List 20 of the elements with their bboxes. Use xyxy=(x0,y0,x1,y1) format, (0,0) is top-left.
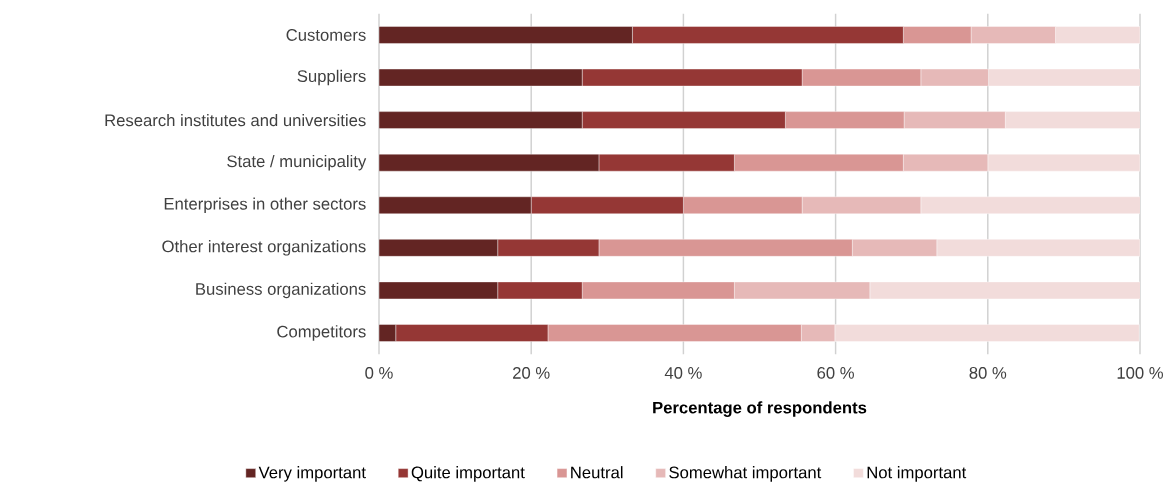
legend-label: Not important xyxy=(867,466,967,482)
legend-label: Neutral xyxy=(571,466,623,479)
x-tick-label: 80 % xyxy=(969,367,1007,379)
y-tick-label: State / municipality xyxy=(227,154,367,171)
x-tick-label: 0 % xyxy=(365,367,393,379)
y-tick-label: Suppliers xyxy=(297,69,366,86)
y-tick-label: Research institutes and universities xyxy=(105,113,366,127)
y-tick-label: Customers xyxy=(286,29,366,41)
y-tick-label: Enterprises in other sectors xyxy=(164,197,366,214)
legend-label: Somewhat important xyxy=(669,466,822,482)
x-tick-label: 20 % xyxy=(513,367,550,379)
legend-label: Quite important xyxy=(411,466,525,482)
y-tick-label: Competitors xyxy=(277,325,366,341)
y-tick-label: Business organizations xyxy=(196,282,366,299)
y-tick-label: Other interest organizations xyxy=(162,240,366,256)
x-tick-label: 60 % xyxy=(817,367,854,379)
legend-label: Very important xyxy=(258,466,366,482)
x-axis-title: Percentage of respondents xyxy=(653,401,867,417)
x-tick-label: 100 % xyxy=(1117,367,1163,379)
x-tick-label: 40 % xyxy=(664,367,702,379)
